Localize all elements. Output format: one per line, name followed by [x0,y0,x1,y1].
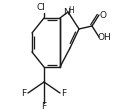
Text: F: F [41,101,46,111]
Text: H: H [68,6,74,15]
Text: F: F [21,88,26,98]
Text: F: F [61,88,66,98]
Text: O: O [99,11,106,19]
Text: Cl: Cl [36,2,45,12]
Text: N: N [63,8,69,16]
Text: OH: OH [96,32,110,42]
